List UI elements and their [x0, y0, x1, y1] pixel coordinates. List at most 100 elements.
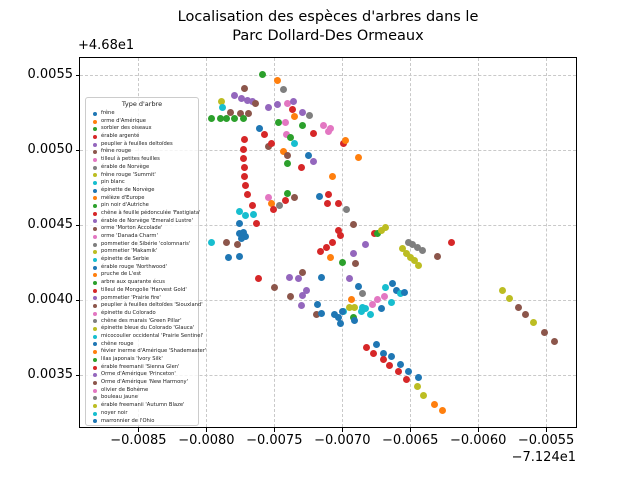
scatter-point — [431, 401, 439, 408]
legend-entry-label: peuplier à feuilles deltoïdes — [101, 140, 173, 147]
legend-entry: peuplier à feuilles deltoïdes — [86, 141, 198, 149]
scatter-point — [240, 84, 248, 92]
scatter-point — [414, 261, 422, 269]
scatter-point — [393, 287, 401, 294]
legend-entry: érable freemanii 'Autumn Blaze' — [86, 402, 198, 410]
legend-marker-dot — [93, 196, 97, 201]
scatter-point — [208, 239, 216, 246]
legend-entry-label: noyer noir — [101, 409, 128, 416]
legend-entry-label: orme 'Morton Accolade' — [101, 225, 163, 232]
scatter-point — [261, 131, 269, 138]
scatter-point — [281, 197, 289, 204]
legend-marker-dot — [93, 296, 97, 301]
scatter-point — [303, 287, 311, 294]
legend-marker-dot — [93, 142, 97, 147]
scatter-point — [208, 114, 216, 122]
legend-marker-dot — [93, 365, 97, 370]
scatter-point — [329, 239, 337, 246]
scatter-point — [224, 254, 232, 261]
legend-marker-dot — [93, 227, 97, 232]
scatter-point — [250, 210, 258, 218]
legend-entry: tilleul à petites feuilles — [86, 156, 198, 164]
scatter-point — [374, 230, 382, 237]
legend-marker-dot — [93, 257, 97, 262]
legend-entry: noyer noir — [86, 410, 198, 418]
legend-marker-dot — [93, 250, 97, 255]
scatter-point — [238, 95, 246, 102]
legend-marker-dot — [93, 350, 97, 355]
scatter-point — [420, 392, 428, 399]
scatter-point — [359, 290, 367, 297]
scatter-point — [398, 245, 406, 252]
x-gridline — [206, 58, 208, 427]
legend-entry: érable de Norvège — [86, 164, 198, 172]
scatter-point — [351, 317, 358, 324]
legend-entry-label: lilas japonais 'Ivory Silk' — [101, 356, 163, 362]
legend-entry-label: chêne à feuille pédonculée 'Fastigiata' — [101, 209, 201, 216]
x-axis-offset-label: −7.124e1 — [511, 450, 576, 465]
scatter-point — [380, 293, 388, 300]
legend-entry-label: marronnier de l'Ohio — [101, 417, 155, 424]
legend-entry-label: mélèze d'Europe — [101, 194, 145, 201]
scatter-point — [253, 219, 261, 227]
scatter-point — [397, 290, 405, 297]
scatter-point — [418, 246, 426, 254]
scatter-point — [231, 92, 239, 99]
legend-entry: épinette du Colorado — [86, 310, 198, 318]
scatter-point — [216, 114, 224, 122]
legend-entry: lilas japonais 'Ivory Silk' — [86, 356, 198, 364]
legend-marker-dot — [93, 265, 97, 270]
legend-entry-label: micocoulier occidental 'Prairie Sentinel… — [101, 332, 204, 339]
legend-entry: marronnier de l'Ohio — [86, 418, 198, 426]
x-gridline — [274, 58, 276, 427]
scatter-point — [370, 350, 377, 357]
legend-entry-label: sorbier des oiseaux — [101, 125, 152, 132]
scatter-point — [387, 299, 395, 306]
scatter-point — [317, 248, 324, 255]
legend-entry: tilleul de Mongolie 'Harvest Gold' — [86, 287, 198, 295]
legend-entry: érable rouge 'Northwood' — [86, 264, 198, 272]
legend-marker-dot — [93, 288, 97, 293]
scatter-point — [240, 173, 248, 180]
scatter-point — [355, 282, 363, 290]
scatter-point — [295, 275, 303, 282]
x-tick-label: −0.0075 — [246, 433, 303, 448]
scatter-point — [284, 189, 292, 197]
legend-entry-label: frêne — [101, 110, 115, 116]
legend-marker-dot — [93, 157, 97, 162]
x-tick-mark — [206, 428, 208, 432]
legend-entry-label: tilleul de Mongolie 'Harvest Gold' — [101, 286, 187, 293]
scatter-point — [240, 164, 248, 171]
legend-marker-dot — [93, 219, 97, 224]
scatter-point — [274, 119, 282, 126]
legend-entry-label: Orme d'Amérique 'Princeton' — [101, 371, 176, 378]
scatter-point — [326, 125, 334, 132]
scatter-point — [349, 221, 357, 228]
scatter-point — [410, 257, 418, 264]
legend-title: Type d'arbre — [121, 100, 163, 108]
scatter-point — [368, 300, 376, 308]
scatter-point — [323, 200, 331, 207]
legend-entry: orme d'Amérique — [86, 118, 198, 126]
legend-entry: mélèze d'Europe — [86, 195, 198, 203]
scatter-point — [298, 164, 305, 171]
legend-entry: chêne à feuille pédonculée 'Fastigiata' — [86, 209, 201, 218]
x-gridline — [478, 58, 480, 427]
scatter-point — [227, 108, 235, 116]
legend-entry-label: frêne rouge 'Summit' — [101, 171, 156, 178]
legend-entry: épinette bleue du Colorado 'Glauca' — [86, 325, 198, 333]
plot-area: Type d'arbre frêne orme d'Amérique sorbier… — [79, 57, 577, 428]
scatter-point — [298, 302, 305, 309]
legend-marker-dot — [93, 396, 97, 401]
scatter-point — [239, 146, 247, 153]
x-gridline — [342, 58, 344, 427]
scatter-point — [273, 101, 281, 108]
scatter-point — [306, 111, 314, 119]
scatter-point — [342, 206, 350, 213]
y-tick-label: 0.0045 — [27, 217, 74, 232]
scatter-point — [382, 224, 390, 231]
scatter-point — [413, 383, 421, 390]
scatter-point — [378, 227, 386, 234]
legend-entry-label: épinette du Colorado — [101, 309, 156, 316]
scatter-point — [322, 243, 330, 251]
